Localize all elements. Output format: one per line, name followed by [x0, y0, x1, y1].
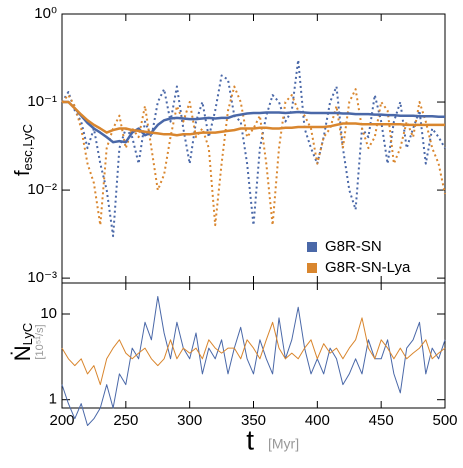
x-unit: [Myr]	[268, 436, 299, 452]
legend-swatch	[307, 263, 317, 273]
y-tick-label: 10⁻³	[27, 269, 57, 286]
legend-label: G8R-SN-Lya	[325, 259, 411, 276]
legend-label: G8R-SN	[325, 238, 382, 255]
y-tick-label: 10⁰	[34, 5, 57, 22]
y-unit: [10⁵¹/s]	[34, 324, 46, 359]
x-label: t	[246, 424, 254, 455]
y-label-main: Ṅ	[10, 345, 35, 361]
y-tick-label: 10⁻²	[27, 181, 57, 198]
y-label: ṄLyC	[10, 323, 36, 362]
x-tick-label: 200	[49, 412, 74, 429]
x-tick-label: 500	[432, 412, 457, 429]
series-line	[61, 85, 446, 227]
plot-frame	[61, 282, 446, 409]
y-label-sub: LyC	[20, 323, 35, 346]
series-line	[61, 296, 446, 426]
x-tick-label: 450	[369, 412, 394, 429]
series-line	[62, 100, 445, 137]
y-label-sub: esc,LyC	[20, 124, 35, 170]
y-tick-label: 10	[40, 305, 57, 322]
x-tick-label: 250	[113, 412, 138, 429]
series-line	[61, 317, 446, 386]
x-tick-label: 350	[241, 412, 266, 429]
y-label: fesc,LyC	[12, 124, 35, 176]
y-tick-label: 10⁻¹	[27, 93, 57, 110]
y-label-main: f	[12, 170, 34, 176]
legend-swatch	[307, 242, 317, 252]
series-line	[62, 100, 445, 144]
x-tick-label: 300	[177, 412, 202, 429]
plot-frame	[61, 13, 446, 284]
y-tick-label: 1	[49, 391, 57, 408]
series-line	[61, 59, 446, 238]
x-tick-label: 400	[305, 412, 330, 429]
